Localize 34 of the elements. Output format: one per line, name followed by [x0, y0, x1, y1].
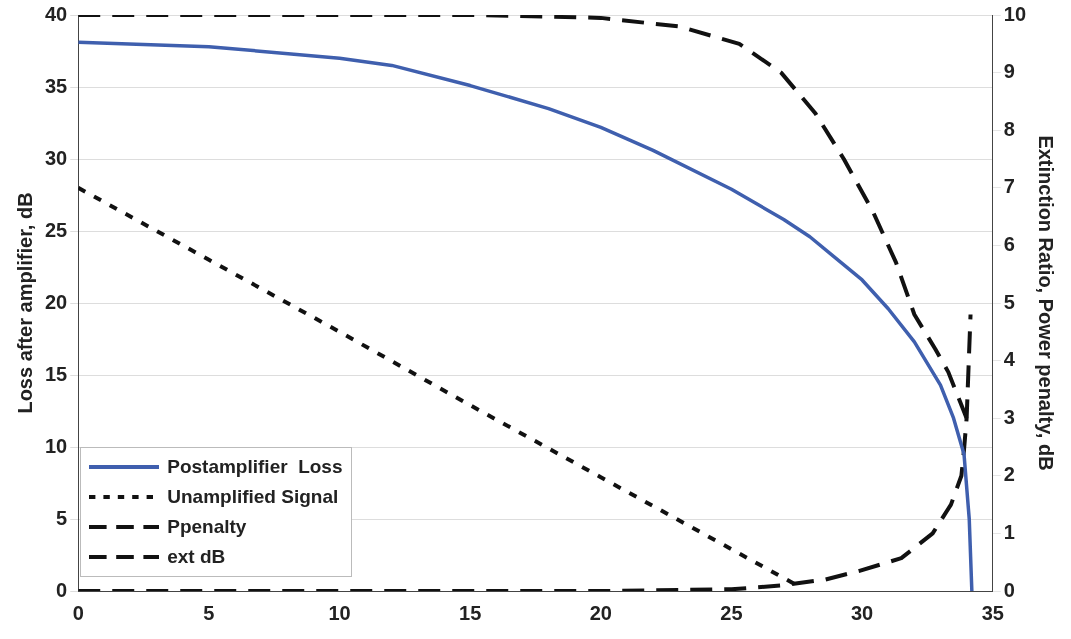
- y-tick-label: 35: [45, 74, 68, 97]
- x-tick-label: 10: [328, 601, 351, 624]
- y-tick-label: 25: [45, 218, 68, 241]
- y2-tick-label: 8: [1003, 117, 1015, 140]
- legend-label: ext dB: [167, 546, 226, 568]
- legend-label: Unamplified Signal: [167, 486, 339, 508]
- y-tick-label: 20: [45, 290, 68, 313]
- x-tick-label: 30: [850, 601, 874, 624]
- y2-tick-label: 5: [1003, 290, 1015, 313]
- legend-label: Postamplifier Loss: [167, 456, 343, 478]
- y-tick-label: 5: [56, 506, 68, 529]
- y-axis-title: Loss after amplifier, dB: [13, 192, 36, 414]
- y2-tick-label: 10: [1003, 2, 1026, 25]
- y2-tick-label: 4: [1003, 348, 1016, 371]
- x-tick-label: 5: [203, 601, 215, 624]
- y2-axis-title: Extinction Ratio, Power penalty, dB: [1035, 135, 1058, 471]
- y-tick-label: 40: [45, 2, 68, 25]
- x-tick-label: 35: [981, 601, 1004, 624]
- y2-tick-label: 6: [1003, 232, 1015, 255]
- y-tick-label: 10: [45, 434, 68, 457]
- y-tick-label: 0: [56, 578, 68, 601]
- y-tick-label: 30: [45, 146, 68, 169]
- y2-tick-label: 2: [1003, 463, 1015, 486]
- x-tick-label: 15: [459, 601, 482, 624]
- y2-tick-label: 7: [1003, 175, 1015, 198]
- y2-tick-label: 3: [1003, 405, 1015, 428]
- x-tick-label: 25: [720, 601, 743, 624]
- x-tick-label: 20: [589, 601, 612, 624]
- y2-tick-label: 0: [1003, 578, 1015, 601]
- legend-label: Ppenalty: [167, 516, 247, 538]
- y-tick-label: 15: [45, 362, 68, 385]
- y2-tick-label: 9: [1003, 60, 1015, 83]
- x-tick-label: 0: [72, 601, 84, 624]
- y2-tick-label: 1: [1003, 520, 1015, 543]
